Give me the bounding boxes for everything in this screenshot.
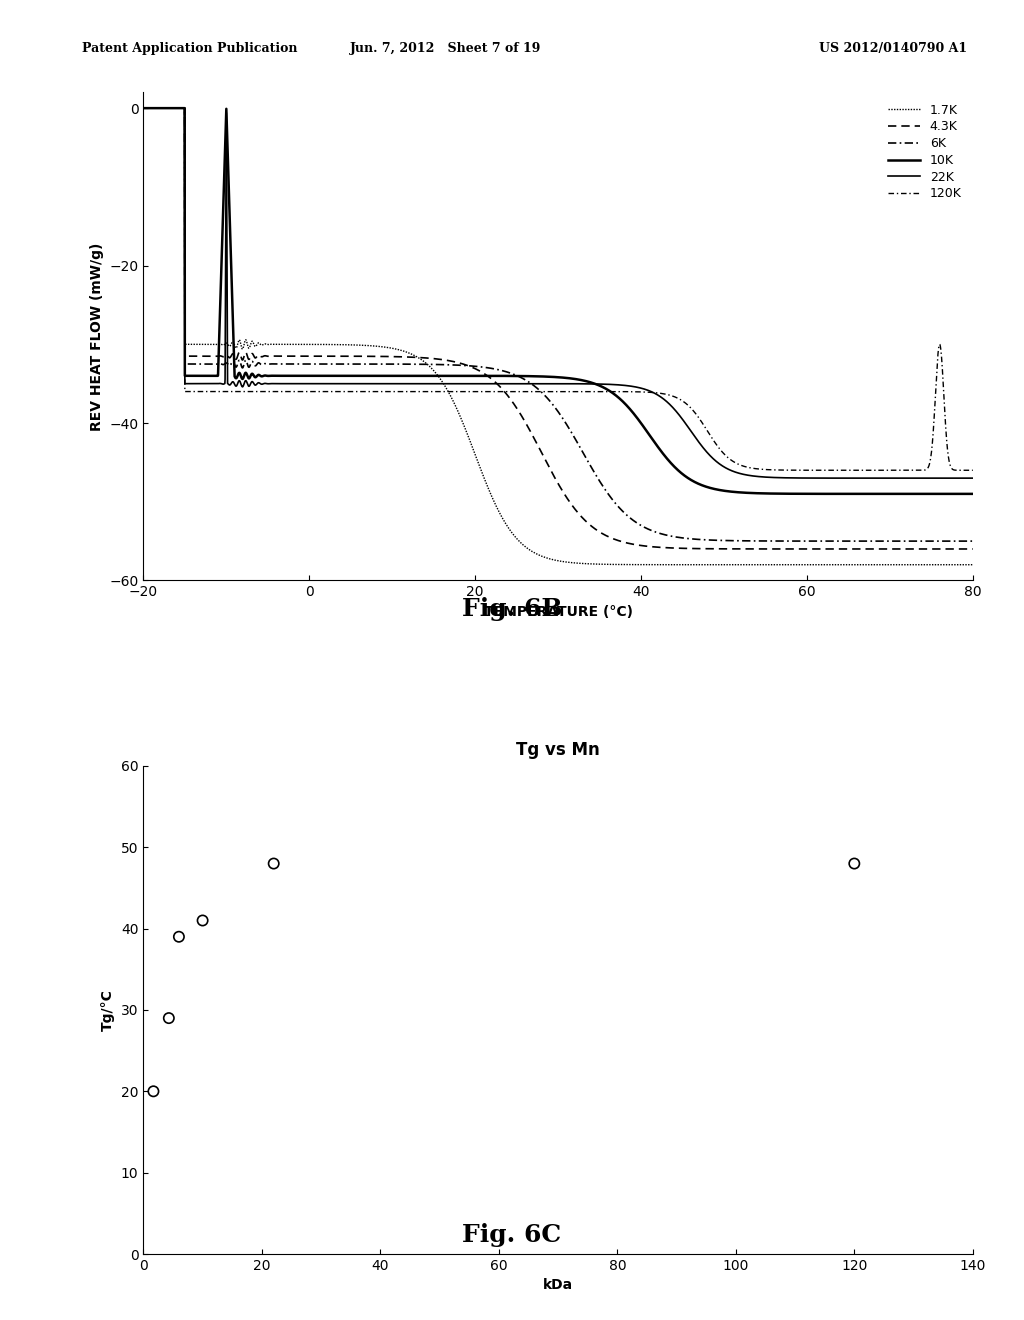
Point bbox=[145, 1081, 162, 1102]
Legend: 1.7K, 4.3K, 6K, 10K, 22K, 120K: 1.7K, 4.3K, 6K, 10K, 22K, 120K bbox=[884, 99, 967, 206]
Point bbox=[265, 853, 282, 874]
Point bbox=[846, 853, 862, 874]
Text: Fig. 6B: Fig. 6B bbox=[462, 597, 562, 620]
X-axis label: TEMPERATURE (°C): TEMPERATURE (°C) bbox=[483, 605, 633, 619]
Point bbox=[161, 1007, 177, 1028]
Text: Fig. 6C: Fig. 6C bbox=[463, 1224, 561, 1247]
Title: Tg vs Mn: Tg vs Mn bbox=[516, 741, 600, 759]
Y-axis label: REV HEAT FLOW (mW/g): REV HEAT FLOW (mW/g) bbox=[90, 243, 103, 430]
Text: US 2012/0140790 A1: US 2012/0140790 A1 bbox=[819, 42, 968, 55]
Point bbox=[195, 909, 211, 931]
Point bbox=[171, 927, 187, 948]
Y-axis label: Tg/°C: Tg/°C bbox=[101, 989, 116, 1031]
X-axis label: kDa: kDa bbox=[543, 1278, 573, 1292]
Text: Jun. 7, 2012   Sheet 7 of 19: Jun. 7, 2012 Sheet 7 of 19 bbox=[350, 42, 541, 55]
Text: Patent Application Publication: Patent Application Publication bbox=[82, 42, 297, 55]
